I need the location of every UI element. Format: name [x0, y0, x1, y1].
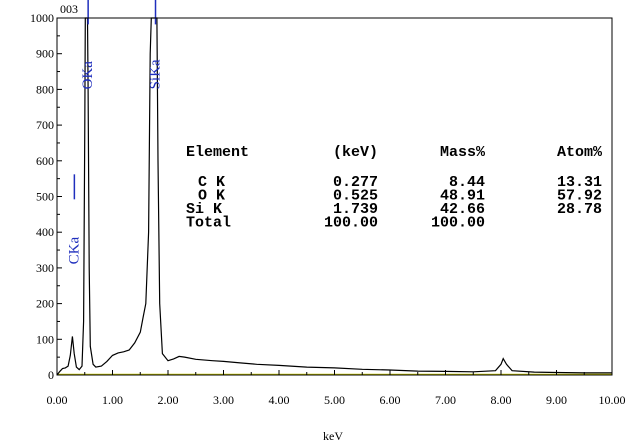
x-axis-label: keV	[323, 429, 343, 443]
table-cell: O K	[198, 188, 225, 205]
table-cell: 0.525	[333, 188, 378, 205]
y-tick-label: 500	[36, 190, 54, 204]
table-cell: 100.00	[324, 215, 378, 232]
table-cell: 13.31	[557, 174, 602, 191]
x-tick-label: 5.00	[324, 393, 345, 407]
peak-label: OKa	[80, 0, 96, 89]
x-tick-label: 7.00	[435, 393, 456, 407]
plot-frame	[56, 17, 613, 376]
x-tick-label: 4.00	[269, 393, 290, 407]
x-tick-label: 9.00	[546, 393, 567, 407]
peak-label-text: CKa	[66, 236, 82, 264]
table-cell: 57.92	[557, 188, 602, 205]
peak-label-text: SiKa	[148, 59, 164, 89]
y-tick-label: 200	[36, 297, 54, 311]
table-cell: 0.277	[333, 174, 378, 191]
y-tick-label: 700	[36, 118, 54, 132]
peak-label: CKa	[66, 174, 82, 264]
y-tick-label: 100	[36, 332, 54, 346]
table-header: Element	[186, 144, 249, 161]
y-tick-label: 900	[36, 47, 54, 61]
y-axis-ticks: 0 100 200 300 400 500 600 700 800 900 1000	[30, 11, 62, 382]
y-tick-label: 800	[36, 82, 54, 96]
table-cell: C K	[198, 174, 225, 191]
x-tick-label: 6.00	[380, 393, 401, 407]
table-cell: Si K	[186, 201, 222, 218]
spectrum-line	[56, 17, 612, 376]
y-tick-label: 1000	[30, 11, 54, 25]
x-tick-label: 8.00	[491, 393, 512, 407]
table-cell: 42.66	[440, 201, 485, 218]
table-cell: 100.00	[431, 215, 485, 232]
y-tick-label: 600	[36, 154, 54, 168]
table-cell: 1.739	[333, 201, 378, 218]
y-tick-label: 300	[36, 261, 54, 275]
x-tick-label: 3.00	[213, 393, 234, 407]
x-tick-label: 2.00	[158, 393, 179, 407]
quant-table: Element (keV) Mass% Atom% C K 0.277 8.44 13.31 O…	[186, 144, 603, 232]
table-header: Atom%	[557, 144, 603, 161]
table-cell: 48.91	[440, 188, 485, 205]
table-cell: Total	[186, 215, 231, 232]
peak-label: SiKa	[148, 0, 164, 89]
table-header: (keV)	[333, 144, 378, 161]
peak-label-text: OKa	[80, 61, 96, 90]
table-cell: 8.44	[449, 174, 485, 191]
y-tick-label: 0	[48, 368, 54, 382]
x-tick-label: 1.00	[102, 393, 123, 407]
x-axis-ticks: 0.00 1.00 2.00 3.00 4.00 5.00 6.00 7.00 8.00 9.00…	[47, 370, 626, 407]
x-tick-label: 10.00	[599, 393, 626, 407]
chart-title: 003	[60, 2, 78, 16]
y-tick-label: 400	[36, 225, 54, 239]
table-cell: 28.78	[557, 201, 602, 218]
peak-labels: CKa OKa SiKa	[66, 0, 164, 264]
x-tick-label: 0.00	[47, 393, 68, 407]
table-header: Mass%	[440, 144, 486, 161]
